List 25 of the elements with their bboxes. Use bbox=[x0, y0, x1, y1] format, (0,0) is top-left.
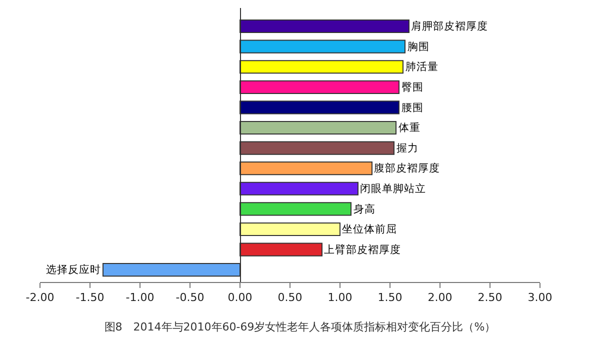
y-tick-label: 闭眼单脚站立 bbox=[360, 182, 426, 196]
x-tick-label: 3.00 bbox=[528, 291, 552, 304]
y-tick-label: 臀围 bbox=[402, 80, 424, 94]
text: 图8 2014年与2010年60-69岁女性老年人各项体质指标相对变化百分比（%） bbox=[104, 320, 496, 334]
y-tick-label: 腹部皮褶厚度 bbox=[374, 162, 440, 175]
x-tick-label: 0.00 bbox=[228, 291, 252, 304]
y-tick-label: 上臂部皮褶厚度 bbox=[324, 242, 401, 256]
x-tick-label: 1.50 bbox=[378, 291, 402, 304]
y-tick-label: 坐位体前屈 bbox=[342, 222, 398, 236]
x-tick-label: 0.50 bbox=[278, 291, 302, 304]
x-tick-label: 2.50 bbox=[478, 291, 502, 304]
y-tick-label: 肺活量 bbox=[405, 60, 438, 74]
x-tick-label: -1.50 bbox=[76, 291, 104, 304]
y-tick-label: 身高 bbox=[354, 202, 376, 216]
y-tick-label: 腰围 bbox=[402, 100, 424, 114]
x-tick-label: -1.00 bbox=[126, 291, 154, 304]
y-tick-label: 肩胛部皮褶厚度 bbox=[410, 20, 488, 33]
y-tick-label: 体重 bbox=[398, 121, 421, 134]
y-tick-label: 选择反应时 bbox=[46, 263, 101, 276]
x-tick-label: 2.00 bbox=[428, 291, 452, 304]
y-tick-label: 胸围 bbox=[408, 40, 430, 53]
x-tick-label: 1.00 bbox=[328, 291, 352, 304]
x-tick-label: -2.00 bbox=[26, 291, 54, 304]
y-tick-label: 握力 bbox=[396, 141, 419, 154]
x-tick-label: -0.50 bbox=[176, 291, 204, 304]
